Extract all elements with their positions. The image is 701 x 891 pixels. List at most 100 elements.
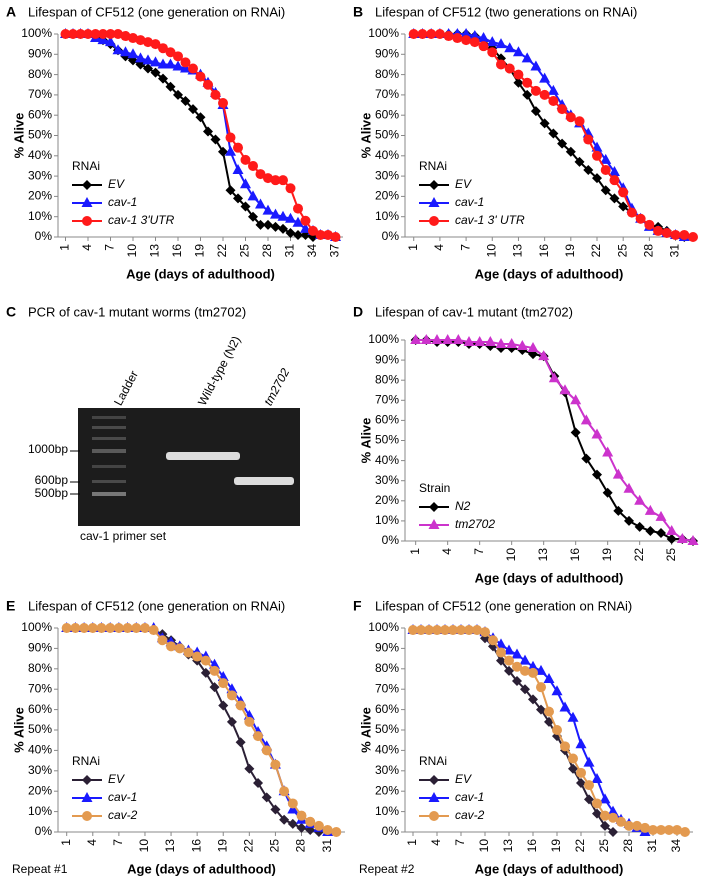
data-point — [429, 180, 439, 190]
y-axis-title: % Alive — [358, 707, 373, 753]
data-point — [618, 187, 629, 198]
gel-band — [234, 477, 294, 485]
data-point — [440, 625, 450, 636]
data-point — [511, 648, 523, 659]
y-tick-label: 40% — [28, 743, 52, 757]
x-tick-label: 16 — [189, 839, 203, 853]
data-point — [232, 164, 244, 175]
data-point — [539, 89, 550, 100]
data-point — [688, 232, 698, 242]
x-tick-label: 7 — [458, 244, 472, 251]
data-point — [105, 29, 116, 39]
data-point — [488, 635, 498, 646]
x-tick-label: 19 — [563, 244, 577, 258]
y-tick-label: 90% — [375, 641, 399, 655]
legend-title: RNAi — [72, 754, 100, 768]
data-point — [680, 827, 690, 837]
y-tick-label: 80% — [28, 67, 52, 81]
data-point — [293, 203, 303, 214]
x-tick-label: 37 — [328, 244, 342, 258]
x-tick-label: 31 — [668, 244, 682, 258]
data-point — [157, 635, 168, 646]
y-tick-label: 10% — [28, 209, 52, 223]
data-point — [557, 104, 568, 115]
data-point — [530, 85, 541, 96]
x-tick-label: 7 — [111, 839, 125, 846]
data-point — [530, 60, 542, 71]
x-tick-label: 16 — [170, 244, 184, 258]
y-tick-label: 20% — [28, 783, 52, 797]
data-point — [203, 79, 213, 90]
data-point — [248, 211, 258, 222]
y-tick-label: 30% — [28, 763, 52, 777]
data-point — [548, 128, 559, 139]
data-point — [135, 52, 146, 63]
panel-label: E — [6, 598, 15, 614]
data-point — [536, 704, 546, 715]
x-tick-label: 25 — [238, 244, 252, 258]
data-point — [602, 446, 614, 457]
y-tick-label: 90% — [28, 641, 52, 655]
y-tick-label: 20% — [375, 493, 399, 507]
x-tick-label: 16 — [525, 839, 539, 853]
data-point — [452, 334, 464, 344]
data-point — [270, 221, 281, 232]
y-tick-label: 60% — [375, 107, 399, 121]
data-point — [559, 701, 571, 712]
x-tick-label: 7 — [453, 839, 467, 846]
data-point — [478, 32, 490, 43]
ladder-band — [92, 492, 126, 496]
y-axis-title: % Alive — [11, 113, 26, 159]
data-point — [429, 775, 439, 785]
data-point — [235, 737, 246, 748]
data-point — [560, 741, 570, 752]
data-point — [539, 72, 551, 83]
data-point — [235, 700, 246, 711]
data-point — [512, 676, 522, 687]
data-point — [653, 225, 664, 236]
x-tick-label: 22 — [573, 839, 587, 853]
y-tick-label: 80% — [375, 661, 399, 675]
data-point — [600, 185, 611, 196]
data-point — [495, 38, 507, 49]
data-point — [644, 219, 655, 230]
data-point — [519, 654, 531, 665]
data-point — [90, 29, 101, 39]
data-point — [480, 627, 490, 638]
data-point — [247, 190, 259, 201]
data-point — [474, 336, 486, 347]
x-tick-label: 13 — [163, 839, 177, 853]
data-point — [255, 169, 266, 180]
data-point — [165, 58, 176, 69]
data-point — [600, 165, 611, 176]
data-point — [112, 44, 124, 55]
data-point — [158, 73, 168, 84]
data-point — [113, 623, 124, 633]
data-point — [105, 36, 116, 47]
data-point — [574, 116, 585, 127]
panel-label: B — [353, 4, 363, 20]
data-point — [543, 673, 555, 683]
data-point — [192, 651, 203, 662]
data-point — [139, 623, 150, 633]
data-point — [656, 527, 666, 538]
x-tick-label: 28 — [642, 244, 656, 258]
legend-title: RNAi — [72, 159, 100, 173]
data-point — [330, 232, 341, 242]
legend-label: EV — [108, 177, 125, 191]
data-point — [263, 219, 273, 230]
data-point — [172, 60, 184, 71]
data-point — [82, 811, 92, 821]
annotation: Repeat #1 — [12, 862, 68, 876]
data-point — [98, 29, 108, 39]
y-tick-label: 30% — [375, 763, 399, 777]
data-point — [262, 204, 274, 215]
data-point — [632, 820, 642, 831]
x-tick-label: 19 — [549, 839, 563, 853]
data-point — [618, 201, 629, 212]
x-axis-title: Age (days of adulthood) — [475, 266, 624, 281]
data-point — [484, 336, 496, 347]
data-point — [528, 667, 538, 678]
data-point — [527, 660, 539, 671]
data-point — [448, 625, 458, 636]
